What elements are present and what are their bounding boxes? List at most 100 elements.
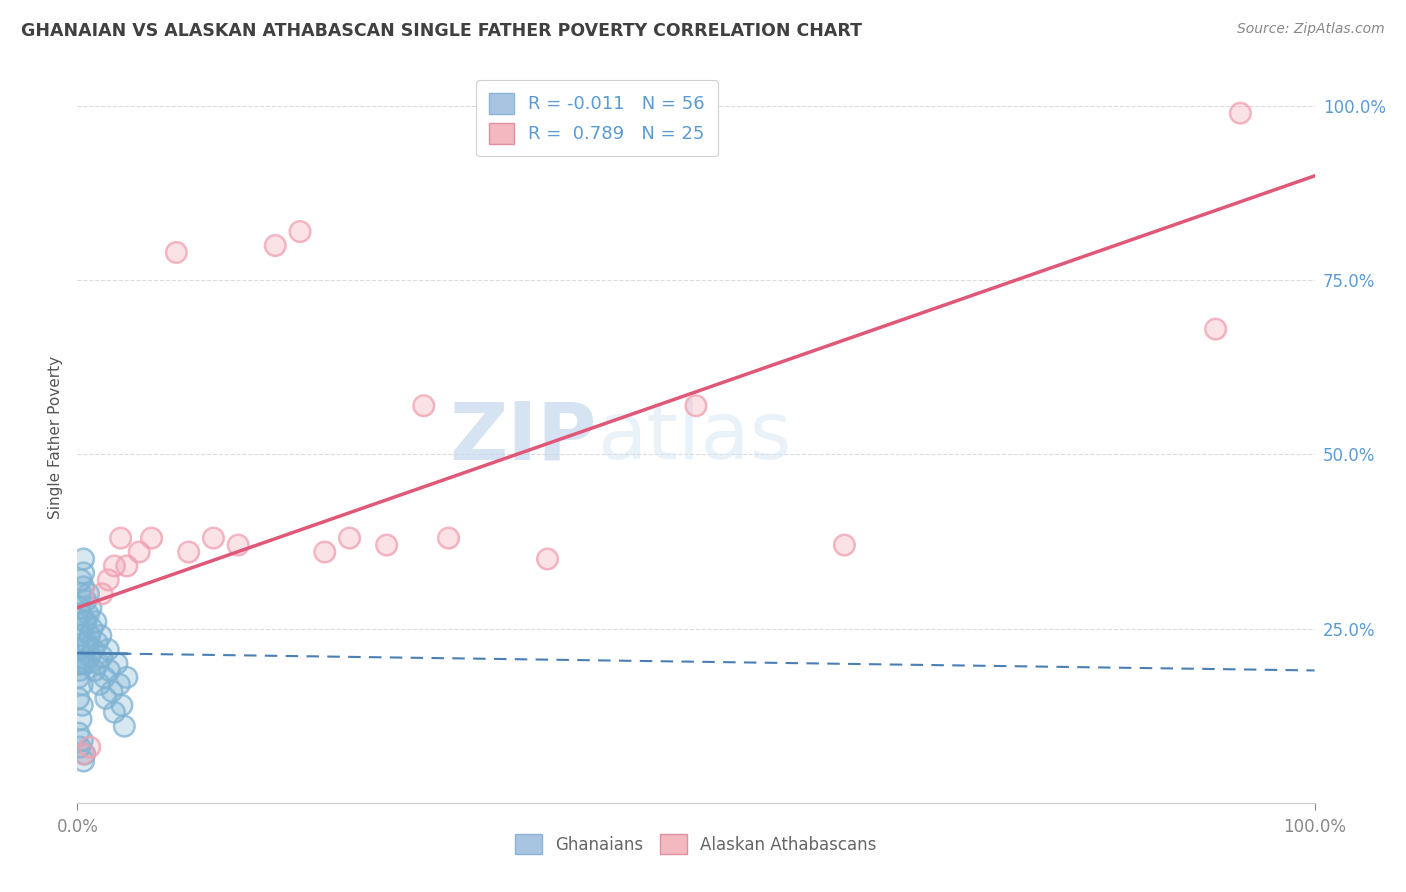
Point (86, 635, 108, 649)
Point (75, 594, 97, 608)
Point (1205, 322, 1227, 336)
Point (89, 677, 111, 691)
Point (70, 607, 93, 622)
Point (73, 635, 96, 649)
Point (72, 747, 94, 761)
Point (288, 225, 311, 239)
Point (89, 677, 111, 691)
Point (72, 754, 94, 768)
Point (177, 545, 200, 559)
Point (75, 615, 97, 629)
Point (97, 573, 120, 587)
Point (72, 580, 94, 594)
Y-axis label: Single Father Poverty: Single Father Poverty (48, 356, 63, 518)
Point (91, 649, 114, 664)
Point (82, 642, 104, 657)
Point (82, 642, 104, 657)
Point (128, 545, 150, 559)
Point (72, 733, 94, 747)
Point (111, 698, 134, 713)
Point (79, 629, 101, 643)
Point (339, 531, 361, 545)
Point (97, 642, 120, 657)
Point (101, 684, 124, 698)
Point (91, 587, 114, 601)
Point (84, 615, 107, 629)
Point (73, 615, 96, 629)
Point (72, 657, 94, 671)
Point (76, 635, 98, 649)
Point (80, 600, 103, 615)
Text: atlas: atlas (598, 398, 792, 476)
Point (98, 664, 121, 678)
Point (76, 635, 98, 649)
Point (87, 657, 110, 671)
Point (70, 573, 93, 587)
Point (67, 670, 90, 684)
Point (412, 399, 434, 413)
Point (72, 552, 94, 566)
Point (72, 552, 94, 566)
Point (834, 538, 856, 552)
Point (375, 538, 398, 552)
Point (67, 726, 90, 740)
Point (112, 719, 135, 733)
Point (115, 670, 138, 684)
Point (108, 677, 131, 691)
Point (69, 600, 91, 615)
Point (103, 558, 125, 573)
Point (437, 531, 460, 545)
Point (79, 740, 101, 755)
Point (202, 531, 225, 545)
Point (87, 657, 110, 671)
Point (90, 629, 112, 643)
Point (82, 622, 104, 636)
Point (177, 545, 200, 559)
Point (141, 531, 163, 545)
Point (72, 677, 94, 691)
Point (73, 615, 96, 629)
Point (226, 538, 249, 552)
Point (685, 399, 707, 413)
Point (77, 587, 100, 601)
Point (69, 600, 91, 615)
Point (685, 399, 707, 413)
Point (101, 684, 124, 698)
Point (141, 531, 163, 545)
Point (105, 657, 128, 671)
Text: ZIP: ZIP (450, 398, 598, 476)
Point (84, 615, 107, 629)
Point (77, 607, 100, 622)
Point (69, 622, 91, 636)
Point (103, 558, 125, 573)
Point (72, 677, 94, 691)
Point (73, 635, 96, 649)
Point (79, 649, 101, 664)
Point (73, 657, 96, 671)
Point (83, 664, 105, 678)
Point (834, 538, 856, 552)
Point (1229, 106, 1251, 120)
Point (67, 691, 90, 706)
Point (73, 747, 96, 761)
Point (82, 622, 104, 636)
Point (93, 670, 115, 684)
Point (76, 657, 98, 671)
Point (339, 531, 361, 545)
Point (69, 664, 91, 678)
Point (72, 698, 94, 713)
Point (67, 642, 90, 657)
Point (70, 712, 93, 726)
Point (72, 754, 94, 768)
Point (110, 531, 132, 545)
Point (69, 664, 91, 678)
Point (75, 594, 97, 608)
Point (314, 545, 336, 559)
Point (103, 705, 125, 719)
Point (70, 607, 93, 622)
Point (108, 677, 131, 691)
Point (79, 740, 101, 755)
Point (226, 538, 249, 552)
Point (128, 545, 150, 559)
Point (67, 657, 90, 671)
